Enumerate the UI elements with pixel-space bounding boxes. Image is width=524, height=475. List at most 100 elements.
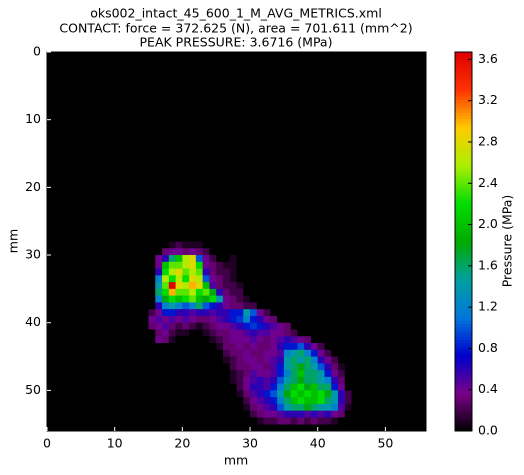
heat-cell	[189, 322, 197, 330]
heat-cell	[304, 295, 312, 303]
heat-cell	[162, 336, 170, 344]
heat-cell	[304, 410, 312, 418]
heat-cell	[182, 363, 190, 371]
heat-cell	[263, 275, 271, 283]
heat-cell	[344, 370, 352, 378]
heat-cell	[134, 241, 143, 249]
heat-cell	[351, 315, 359, 324]
heat-cell	[283, 356, 291, 364]
heat-cell	[304, 336, 312, 344]
heat-cell	[297, 268, 305, 276]
heat-cell	[141, 390, 149, 398]
heat-cell	[297, 322, 305, 330]
heat-cell	[304, 288, 312, 296]
heat-cell	[310, 370, 319, 378]
heat-cell	[351, 268, 359, 276]
heat-cell	[148, 383, 156, 391]
colorbar-step	[455, 320, 472, 325]
heat-cell	[256, 248, 264, 256]
colorbar-step	[455, 222, 472, 227]
heat-cell	[277, 288, 285, 296]
heat-cell	[222, 315, 231, 324]
heat-cell	[182, 241, 190, 249]
heat-cell	[277, 403, 285, 411]
heat-cell	[310, 363, 319, 371]
heat-cell	[331, 302, 339, 310]
colorbar-step	[455, 74, 472, 78]
heat-cell	[310, 403, 319, 411]
heat-cell	[331, 315, 339, 324]
heat-cell	[324, 343, 332, 351]
heat-cell	[344, 417, 352, 425]
heat-cell	[168, 309, 176, 317]
heat-cell	[182, 302, 190, 310]
heat-cell	[175, 336, 183, 344]
heat-cell	[324, 248, 332, 256]
heat-cell	[148, 268, 156, 276]
heat-cell	[222, 336, 231, 344]
heat-cell	[168, 315, 176, 324]
heat-cell	[155, 282, 163, 290]
heat-cell	[182, 288, 190, 296]
heat-cell	[229, 275, 237, 283]
heat-cell	[324, 309, 332, 317]
heat-cell	[283, 370, 291, 378]
heat-cell	[338, 383, 346, 391]
heat-cell	[216, 370, 224, 378]
heat-cell	[304, 329, 312, 337]
heat-cell	[310, 275, 319, 283]
colorbar-tick-label: 0.4	[478, 381, 498, 396]
heat-cell	[182, 268, 190, 276]
colorbar-step	[455, 140, 472, 145]
heat-cell	[338, 295, 346, 303]
heat-cell	[189, 288, 197, 296]
heat-cell	[331, 397, 339, 405]
heat-cell	[351, 255, 359, 263]
heat-cell	[358, 383, 366, 391]
colorbar-step	[455, 288, 472, 293]
heat-cell	[162, 363, 170, 371]
colorbar-step	[455, 137, 472, 141]
heat-cell	[168, 343, 176, 351]
heat-cell	[202, 255, 210, 263]
heat-cell	[358, 261, 366, 269]
heat-cell	[141, 322, 149, 330]
heat-cell	[229, 309, 237, 317]
heat-cell	[182, 322, 190, 330]
heat-cell	[310, 261, 319, 269]
heat-cell	[304, 268, 312, 276]
heat-cell	[168, 282, 176, 290]
heat-cell	[344, 241, 352, 249]
heat-cell	[141, 397, 149, 405]
heat-cell	[229, 410, 237, 418]
heat-cell	[310, 309, 319, 317]
heat-cell	[216, 248, 224, 256]
colorbar-step	[455, 64, 472, 69]
heat-cell	[283, 255, 291, 263]
heat-cell	[189, 275, 197, 283]
heat-cell	[331, 275, 339, 283]
heat-cell	[283, 315, 291, 324]
colorbar-step	[455, 408, 472, 413]
heat-cell	[209, 376, 217, 384]
heat-cell	[162, 295, 170, 303]
heat-cell	[344, 295, 352, 303]
colorbar-step	[455, 307, 472, 312]
heat-cell	[256, 309, 264, 317]
heat-cell	[175, 343, 183, 351]
heat-cell	[270, 343, 278, 351]
heat-cell	[338, 363, 346, 371]
heat-cell	[155, 363, 163, 371]
y-axis-label: mm	[6, 229, 21, 253]
heat-cell	[263, 329, 271, 337]
colorbar-step	[455, 52, 472, 56]
heat-cell	[263, 282, 271, 290]
heat-cell	[344, 410, 352, 418]
heat-cell	[229, 329, 237, 337]
colorbar-step	[455, 304, 472, 309]
heat-cell	[358, 282, 366, 290]
heat-cell	[162, 282, 170, 290]
heat-cell	[358, 376, 366, 384]
heat-cell	[243, 255, 251, 263]
heat-cell	[297, 275, 305, 283]
